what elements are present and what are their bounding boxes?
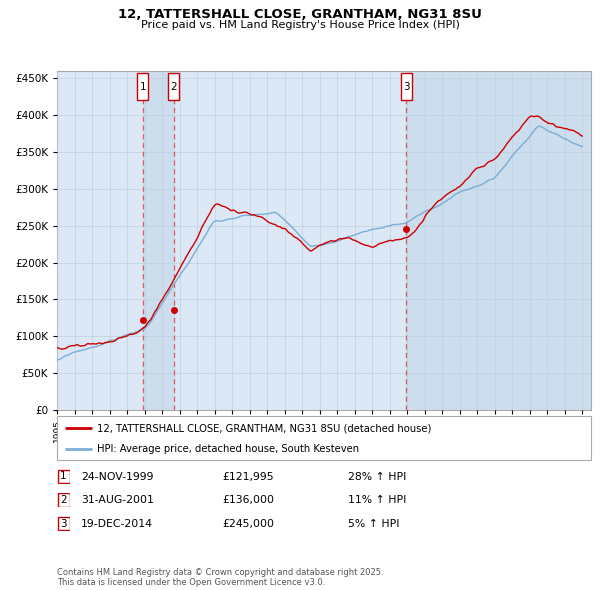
- Text: 28% ↑ HPI: 28% ↑ HPI: [348, 472, 406, 481]
- Text: 31-AUG-2001: 31-AUG-2001: [81, 496, 154, 505]
- Text: Contains HM Land Registry data © Crown copyright and database right 2025.
This d: Contains HM Land Registry data © Crown c…: [57, 568, 383, 587]
- Text: 1: 1: [139, 81, 146, 91]
- Text: 3: 3: [403, 81, 410, 91]
- Text: 3: 3: [60, 519, 67, 529]
- Text: Price paid vs. HM Land Registry's House Price Index (HPI): Price paid vs. HM Land Registry's House …: [140, 20, 460, 30]
- Text: 12, TATTERSHALL CLOSE, GRANTHAM, NG31 8SU (detached house): 12, TATTERSHALL CLOSE, GRANTHAM, NG31 8S…: [97, 424, 431, 433]
- Bar: [406, 71, 591, 410]
- Text: 2: 2: [170, 81, 177, 91]
- Text: £136,000: £136,000: [222, 496, 274, 505]
- Text: 24-NOV-1999: 24-NOV-1999: [81, 472, 154, 481]
- Text: 5% ↑ HPI: 5% ↑ HPI: [348, 519, 400, 529]
- FancyBboxPatch shape: [401, 73, 412, 100]
- Text: £121,995: £121,995: [222, 472, 274, 481]
- Text: 1: 1: [60, 471, 67, 481]
- Text: 12, TATTERSHALL CLOSE, GRANTHAM, NG31 8SU: 12, TATTERSHALL CLOSE, GRANTHAM, NG31 8S…: [118, 8, 482, 21]
- FancyBboxPatch shape: [168, 73, 179, 100]
- FancyBboxPatch shape: [137, 73, 148, 100]
- Text: £245,000: £245,000: [222, 519, 274, 529]
- Text: 11% ↑ HPI: 11% ↑ HPI: [348, 496, 406, 505]
- Bar: [143, 71, 173, 410]
- Text: 2: 2: [60, 495, 67, 505]
- Text: 19-DEC-2014: 19-DEC-2014: [81, 519, 153, 529]
- Text: HPI: Average price, detached house, South Kesteven: HPI: Average price, detached house, Sout…: [97, 444, 359, 454]
